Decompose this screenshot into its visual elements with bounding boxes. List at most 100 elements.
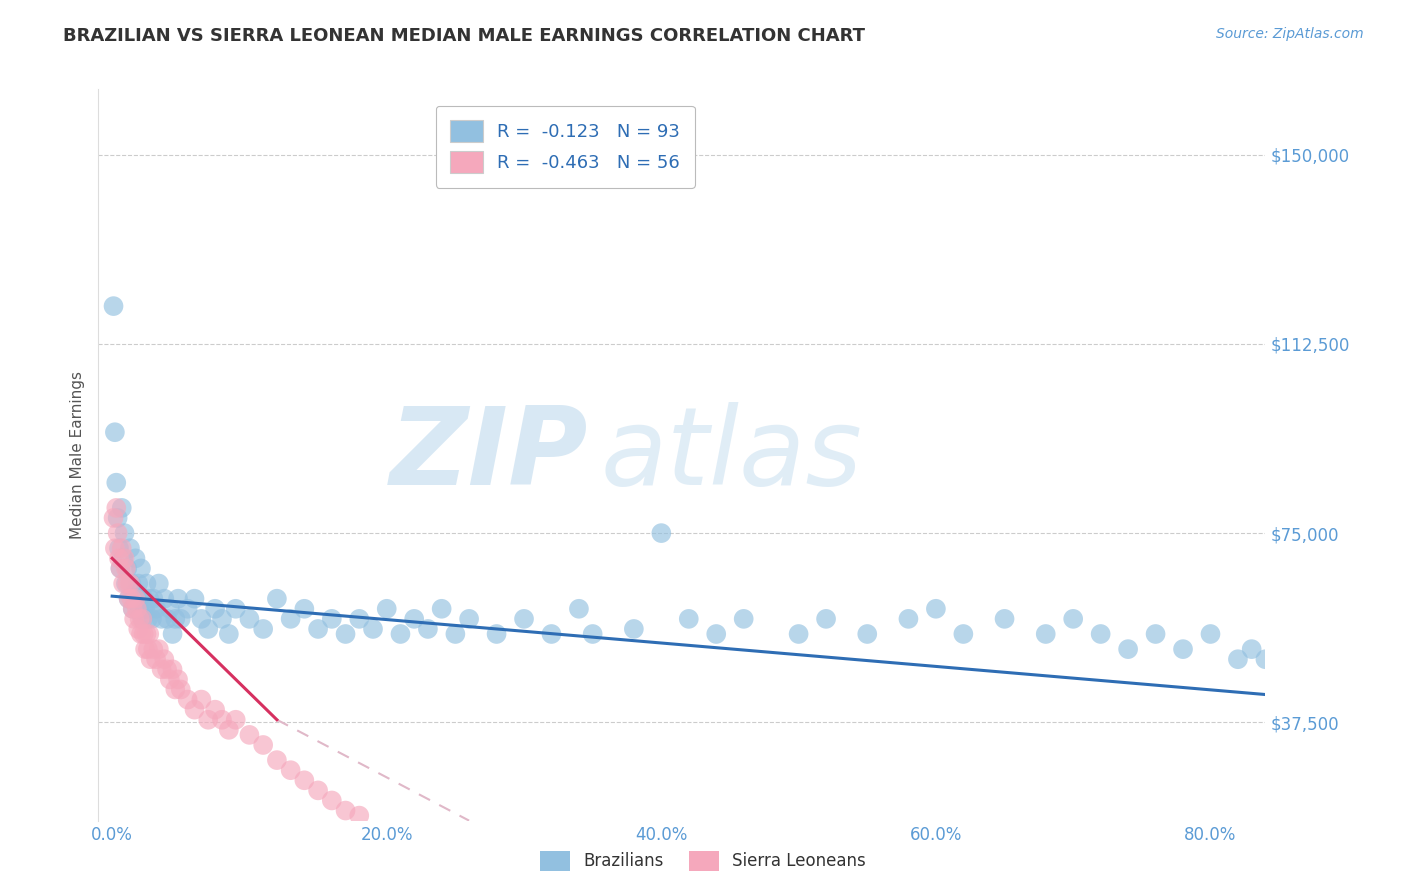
Point [197, 713, 219, 727]
Point [167, 673, 190, 687]
Point [218, 627, 240, 641]
Point [266, 591, 288, 606]
Point [104, 425, 127, 440]
Point [111, 541, 134, 556]
Point [307, 622, 329, 636]
Point [252, 622, 274, 636]
Point [153, 652, 176, 666]
Point [118, 541, 141, 556]
Point [110, 561, 132, 575]
Point [204, 601, 226, 615]
Point [204, 703, 226, 717]
Point [167, 591, 190, 606]
Point [375, 601, 398, 615]
Point [238, 612, 260, 626]
Point [156, 662, 179, 676]
Point [110, 561, 132, 575]
Point [856, 627, 879, 641]
Point [135, 576, 157, 591]
Point [292, 773, 315, 788]
Text: Source: ZipAtlas.com: Source: ZipAtlas.com [1216, 27, 1364, 41]
Point [108, 541, 131, 556]
Point [190, 612, 212, 626]
Point [129, 561, 152, 575]
Point [361, 622, 384, 636]
Point [307, 783, 329, 797]
Point [112, 576, 135, 591]
Point [148, 642, 170, 657]
Point [416, 622, 439, 636]
Point [623, 622, 645, 636]
Legend: Brazilians, Sierra Leoneans: Brazilians, Sierra Leoneans [531, 842, 875, 880]
Point [107, 526, 129, 541]
Point [349, 612, 371, 626]
Point [121, 601, 143, 615]
Point [321, 793, 343, 807]
Point [485, 627, 508, 641]
Point [105, 475, 128, 490]
Point [540, 627, 562, 641]
Point [115, 561, 138, 575]
Point [170, 612, 193, 626]
Point [266, 753, 288, 767]
Point [114, 526, 136, 541]
Point [103, 299, 125, 313]
Point [117, 591, 139, 606]
Point [124, 551, 146, 566]
Point [176, 692, 198, 706]
Point [582, 627, 605, 641]
Point [124, 591, 146, 606]
Point [131, 612, 153, 626]
Point [678, 612, 700, 626]
Point [134, 601, 156, 615]
Point [118, 576, 141, 591]
Point [122, 587, 145, 601]
Point [1116, 642, 1139, 657]
Point [127, 576, 149, 591]
Point [159, 601, 181, 615]
Point [897, 612, 920, 626]
Point [139, 601, 162, 615]
Point [225, 601, 247, 615]
Text: atlas: atlas [600, 402, 862, 508]
Point [115, 576, 138, 591]
Point [121, 601, 143, 615]
Point [218, 723, 240, 737]
Point [128, 601, 150, 615]
Point [430, 601, 453, 615]
Point [252, 738, 274, 752]
Point [117, 576, 139, 591]
Point [1090, 627, 1112, 641]
Point [1199, 627, 1222, 641]
Point [129, 627, 152, 641]
Point [148, 576, 170, 591]
Point [211, 713, 233, 727]
Point [335, 627, 357, 641]
Point [280, 763, 302, 777]
Point [197, 622, 219, 636]
Point [132, 591, 155, 606]
Point [1144, 627, 1167, 641]
Point [117, 561, 139, 575]
Point [150, 662, 173, 676]
Point [176, 601, 198, 615]
Point [733, 612, 755, 626]
Point [131, 612, 153, 626]
Point [159, 673, 181, 687]
Point [135, 627, 157, 641]
Point [138, 591, 160, 606]
Point [815, 612, 838, 626]
Point [142, 591, 165, 606]
Point [122, 612, 145, 626]
Point [120, 591, 142, 606]
Point [238, 728, 260, 742]
Point [1254, 652, 1277, 666]
Point [136, 612, 159, 626]
Point [145, 652, 167, 666]
Point [125, 601, 148, 615]
Point [165, 612, 187, 626]
Point [114, 551, 136, 566]
Point [404, 612, 426, 626]
Point [704, 627, 727, 641]
Point [138, 627, 160, 641]
